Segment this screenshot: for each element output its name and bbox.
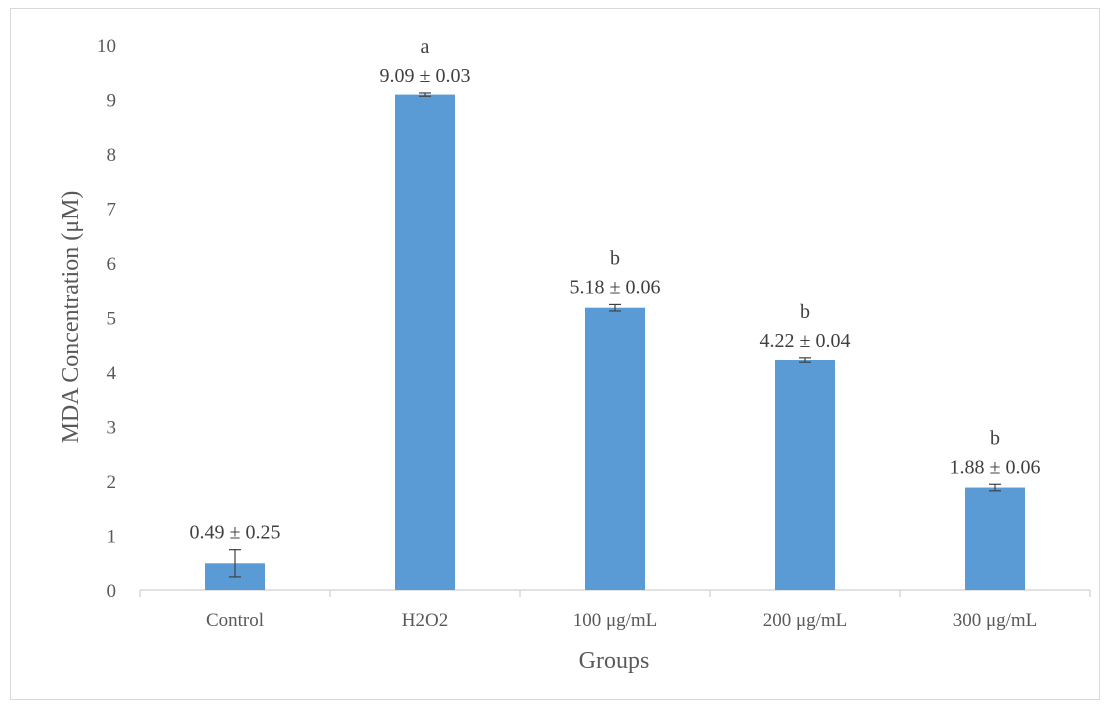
significance-letter: b [610, 247, 620, 269]
error-bar [799, 357, 811, 363]
error-bars [229, 92, 1001, 578]
x-category-label: Control [206, 610, 264, 631]
error-bar [609, 303, 621, 312]
error-bar [419, 92, 431, 97]
bar [395, 94, 455, 590]
x-category-label: 100 μg/mL [573, 610, 658, 631]
significance-letter: a [421, 36, 430, 58]
bar [585, 307, 645, 590]
y-tick-label: 5 [107, 309, 117, 330]
y-tick-label: 2 [107, 472, 117, 493]
y-tick-label: 8 [107, 145, 117, 166]
y-tick-label: 9 [107, 91, 117, 112]
y-tick-label: 10 [97, 36, 116, 57]
y-axis-title: MDA Concentration (μM) [58, 191, 84, 444]
x-category-label: 300 μg/mL [953, 610, 1038, 631]
significance-letter: b [990, 427, 1000, 449]
y-tick-label: 7 [107, 200, 117, 221]
y-tick-label: 1 [107, 527, 117, 548]
x-axis-title: Groups [579, 648, 650, 674]
error-bar [229, 549, 241, 578]
significance-letter: b [800, 301, 810, 323]
bar [965, 487, 1025, 590]
error-bar [989, 483, 1001, 492]
y-axis-ticks: 0 1 2 3 4 5 6 7 8 9 10 [97, 36, 117, 602]
data-label: 4.22 ± 0.04 [760, 330, 851, 352]
x-category-label: H2O2 [402, 610, 448, 631]
bars [205, 94, 1025, 590]
data-label: 9.09 ± 0.03 [380, 65, 471, 87]
data-labels: 0.49 ± 0.25 9.09 ± 0.03 a 5.18 ± 0.06 b 4.22 … [190, 36, 1041, 544]
y-tick-label: 0 [107, 581, 117, 602]
data-label: 5.18 ± 0.06 [570, 276, 661, 298]
bar [775, 360, 835, 590]
y-tick-label: 3 [107, 418, 117, 439]
x-category-label: 200 μg/mL [763, 610, 848, 631]
y-tick-label: 6 [107, 254, 117, 275]
chart-frame [10, 8, 1100, 700]
x-axis-categories: Control H2O2 100 μg/mL 200 μg/mL 300 μg/mL [206, 610, 1037, 631]
data-label: 1.88 ± 0.06 [950, 456, 1041, 478]
data-label: 0.49 ± 0.25 [190, 522, 281, 544]
y-tick-label: 4 [107, 363, 117, 384]
x-axis-tick-marks [139, 590, 1091, 597]
